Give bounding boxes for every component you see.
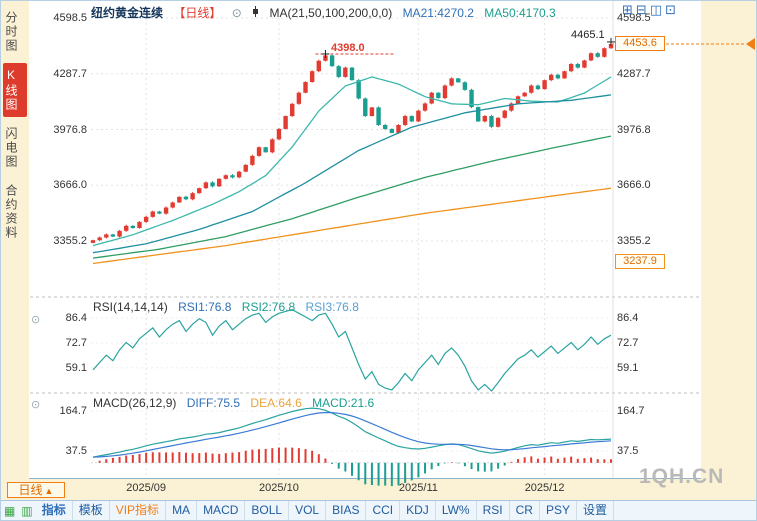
chevron-up-icon: ▲ (44, 486, 54, 496)
rsi-axis-label-left: 86.4 (65, 312, 87, 324)
x-axis-label: 2025/11 (398, 482, 438, 494)
price-axis-label-left: 4287.7 (53, 67, 87, 80)
current-price-box: 4453.6 (615, 36, 665, 51)
macd-header: MACD(26,12,9) DIFF:75.5 DEA:64.6 MACD:21… (93, 396, 381, 410)
rsi2-value: RSI2:76.8 (241, 300, 296, 314)
footer-tool-CR[interactable]: CR (510, 501, 540, 520)
sidebar-tab-time-chart[interactable]: 分时图 (4, 11, 18, 53)
period-tag: 【日线】 (173, 6, 222, 20)
rsi-axis-label-right: 86.4 (617, 312, 639, 324)
rsi-axis-label-right: 72.7 (617, 337, 639, 349)
macd-axis-label-left: 37.5 (65, 445, 87, 457)
footer-tool-VIP指标[interactable]: VIP指标 (110, 501, 167, 520)
price-axis-label-left: 4598.5 (53, 12, 87, 24)
macd-axis-label-right: 37.5 (617, 445, 639, 457)
price-axis-label-left: 3355.2 (53, 235, 87, 248)
rsi-settings-label[interactable]: RSI(14,14,14) (93, 300, 168, 314)
macd-panel-settings-icon[interactable]: ⊙ (31, 399, 41, 411)
dea-value: DEA:64.6 (250, 396, 302, 410)
footer-tool-RSI[interactable]: RSI (477, 501, 510, 520)
chart-header: 纽约黄金连续 【日线】 ⊙ MA(21,50,100,200,0,0) MA21… (91, 4, 563, 20)
quote-grid-icon[interactable]: ▦ (4, 503, 16, 518)
symbol-title: 纽约黄金连续 (91, 6, 164, 20)
ma-settings-label[interactable]: MA(21,50,100,200,0,0) (269, 6, 393, 20)
rsi-axis-label-right: 59.1 (617, 361, 639, 374)
footer-tool-BOLL[interactable]: BOLL (245, 501, 290, 520)
price-axis-label-left: 3976.8 (53, 123, 87, 136)
settlement-price-label: 3237.9 (615, 254, 665, 269)
rsi1-value: RSI1:76.8 (178, 300, 232, 314)
watermark: 1QH.CN (639, 465, 725, 488)
rsi3-value: RSI3:76.8 (305, 300, 359, 314)
left-sidebar: 分时图 K线图 闪电图 合约资料 (1, 1, 29, 479)
ma50-value: MA50:4170.3 (484, 6, 556, 20)
price-axis-label-right: 3666.0 (617, 179, 651, 192)
macd-settings-label[interactable]: MACD(26,12,9) (93, 396, 177, 410)
candle-icon (252, 6, 259, 20)
footer-tool-MACD[interactable]: MACD (197, 501, 246, 520)
macd-axis-label-right: 164.7 (617, 405, 645, 417)
rsi-header: RSI(14,14,14) RSI1:76.8 RSI2:76.8 RSI3:7… (93, 300, 366, 314)
x-axis-label: 2025/10 (259, 482, 299, 494)
ma21-value: MA21:4270.2 (402, 6, 474, 20)
macd-value: MACD:21.6 (312, 396, 375, 410)
rsi-axis-label-left: 59.1 (65, 361, 87, 374)
price-axis-label-right: 4287.7 (617, 67, 651, 80)
footer-tool-BIAS[interactable]: BIAS (326, 501, 367, 520)
footer-tool-LW%[interactable]: LW% (436, 501, 477, 520)
layout-grid-icon[interactable]: ⊞ (622, 2, 633, 17)
diff-value: DIFF:75.5 (186, 396, 241, 410)
x-axis-label: 2025/09 (126, 482, 166, 494)
sidebar-tab-kline-chart[interactable]: K线图 (3, 63, 27, 117)
layout-vsplit-icon[interactable]: ◫ (649, 2, 663, 17)
layout-hsplit-icon[interactable]: ⊟ (635, 2, 647, 17)
price-axis-label-left: 3666.0 (53, 179, 87, 192)
peak-price-label: 4398.0 (331, 42, 365, 54)
sidebar-tab-lightning-chart[interactable]: 闪电图 (4, 127, 18, 169)
layout-toolbar: ⊞ ⊟ ◫ ⊡ (622, 3, 676, 17)
price-axis-label-right: 3355.2 (617, 235, 651, 248)
x-axis-label: 2025/12 (524, 482, 565, 494)
footer-tool-设置[interactable]: 设置 (577, 501, 614, 520)
layout-single-icon[interactable]: ⊡ (665, 2, 677, 17)
macd-axis-label-left: 164.7 (59, 405, 87, 417)
latest-high-label: 4465.1 (571, 29, 605, 41)
eye-icon[interactable]: ⊙ (231, 6, 242, 20)
footer-tool-MA[interactable]: MA (166, 501, 198, 520)
indicator-toolbar: ▦ ▥ 指标 模板 VIP指标 MA MACD BOLL VOL BIAS CCI KDJ LW% RSI… (1, 500, 756, 520)
rsi-axis-label-left: 72.7 (65, 337, 87, 349)
price-axis-label-right: 4598.5 (617, 12, 651, 24)
footer-tool-PSY[interactable]: PSY (540, 501, 577, 520)
period-label: 日线 (18, 483, 43, 497)
latest-price-arrow (746, 38, 755, 50)
footer-tool-VOL[interactable]: VOL (289, 501, 327, 520)
panel-grid-icon[interactable]: ▥ (21, 503, 33, 518)
footer-tool-指标[interactable]: 指标 (36, 501, 73, 520)
footer-tool-KDJ[interactable]: KDJ (400, 501, 436, 520)
rsi-panel-settings-icon[interactable]: ⊙ (31, 314, 41, 326)
sidebar-tab-contract-info[interactable]: 合约资料 (4, 184, 18, 240)
footer-tool-CCI[interactable]: CCI (366, 501, 401, 520)
period-selector-button[interactable]: 日线 ▲ (7, 482, 65, 498)
footer-tool-模板[interactable]: 模板 (73, 501, 110, 520)
price-axis-label-right: 3976.8 (617, 123, 651, 136)
